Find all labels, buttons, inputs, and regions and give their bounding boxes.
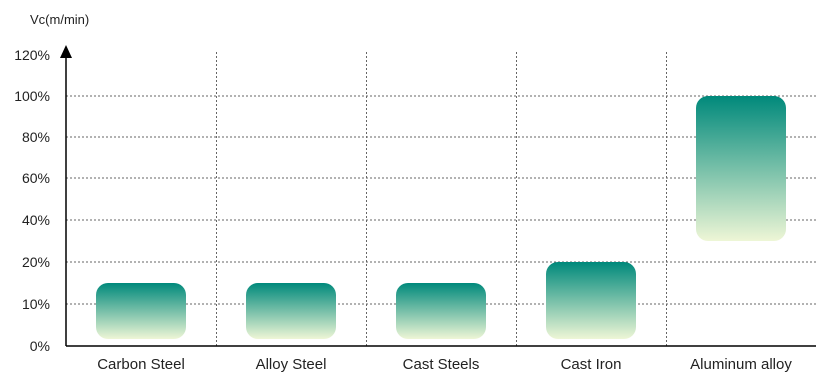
bar-aluminum-alloy [696,96,786,241]
category-label: Cast Steels [403,356,480,373]
y-tick-label: 60% [22,170,50,186]
category-label: Cast Iron [561,356,622,373]
category-label: Carbon Steel [97,356,185,373]
axes [60,45,816,347]
y-tick-label: 20% [22,254,50,270]
y-tick-label: 0% [30,338,50,354]
y-tick-label: 40% [22,212,50,228]
bar-cast-iron [546,262,636,339]
category-label: Alloy Steel [256,356,327,373]
y-axis-unit-label: Vc(m/min) [30,12,89,27]
y-tick-label: 80% [22,129,50,145]
category-label: Aluminum alloy [690,356,792,373]
y-tick-label: 100% [14,88,50,104]
bar-carbon-steel [96,283,186,339]
y-tick-label: 120% [14,47,50,63]
bar-cast-steels [396,283,486,339]
y-tick-labels: 0% 10% 20% 40% 60% 80% 100% 120% [14,47,50,354]
y-axis-arrow-icon [60,45,72,58]
category-labels: Carbon Steel Alloy Steel Cast Steels Cast I… [97,356,792,373]
y-tick-label: 10% [22,296,50,312]
grid-lines [66,52,816,346]
bars [96,96,786,339]
bar-alloy-steel [246,283,336,339]
